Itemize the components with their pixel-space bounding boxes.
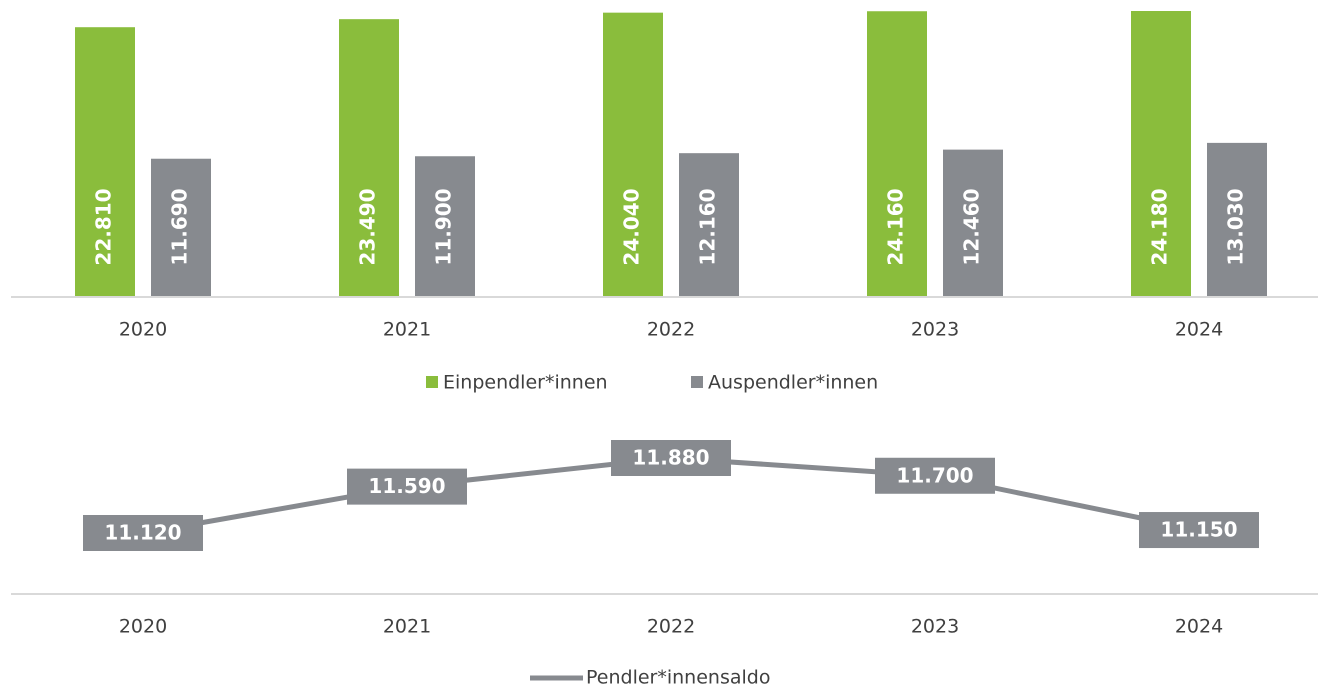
data-label: 24.160 (884, 188, 908, 265)
data-label: 11.880 (632, 446, 709, 470)
data-label: 11.150 (1160, 518, 1237, 542)
x-tick-label: 2021 (383, 319, 431, 341)
x-tick-label: 2024 (1175, 319, 1223, 341)
legend-label: Pendler*innensaldo (586, 667, 770, 688)
legend-swatch (426, 376, 438, 388)
legend-swatch (691, 376, 703, 388)
x-tick-label: 2023 (911, 616, 959, 638)
data-label-box (875, 457, 995, 494)
data-label: 12.160 (696, 188, 720, 265)
x-tick-label: 2024 (1175, 616, 1223, 638)
x-tick-label: 2020 (119, 616, 167, 638)
data-label-box (1139, 512, 1259, 549)
bar (151, 158, 211, 297)
x-tick-label: 2020 (119, 319, 167, 341)
data-label: 11.120 (104, 521, 181, 545)
data-label-box (83, 515, 203, 551)
bar (679, 153, 739, 297)
x-tick-label: 2022 (647, 616, 695, 638)
legend-label: Einpendler*innen (443, 372, 608, 394)
bar (867, 11, 927, 297)
data-label: 24.180 (1148, 188, 1172, 265)
x-tick-label: 2021 (383, 616, 431, 638)
legend-label: Auspendler*innen (708, 372, 878, 394)
data-label: 12.460 (960, 188, 984, 265)
data-label: 22.810 (92, 188, 116, 265)
data-label: 11.900 (432, 188, 456, 265)
bar (943, 149, 1003, 297)
data-label: 11.700 (896, 463, 973, 487)
x-tick-label: 2023 (911, 319, 959, 341)
data-label: 23.490 (356, 188, 380, 265)
bar (339, 19, 399, 298)
bar (1207, 142, 1267, 297)
data-label-box (611, 440, 731, 476)
data-label: 24.040 (620, 188, 644, 265)
data-label: 11.690 (168, 188, 192, 265)
bar (415, 156, 475, 297)
bar (603, 12, 663, 297)
data-label: 11.590 (368, 474, 445, 498)
data-label-box (347, 468, 467, 505)
x-tick-label: 2022 (647, 319, 695, 341)
bar (75, 27, 135, 297)
bar (1131, 11, 1191, 297)
data-label: 13.030 (1224, 188, 1248, 265)
